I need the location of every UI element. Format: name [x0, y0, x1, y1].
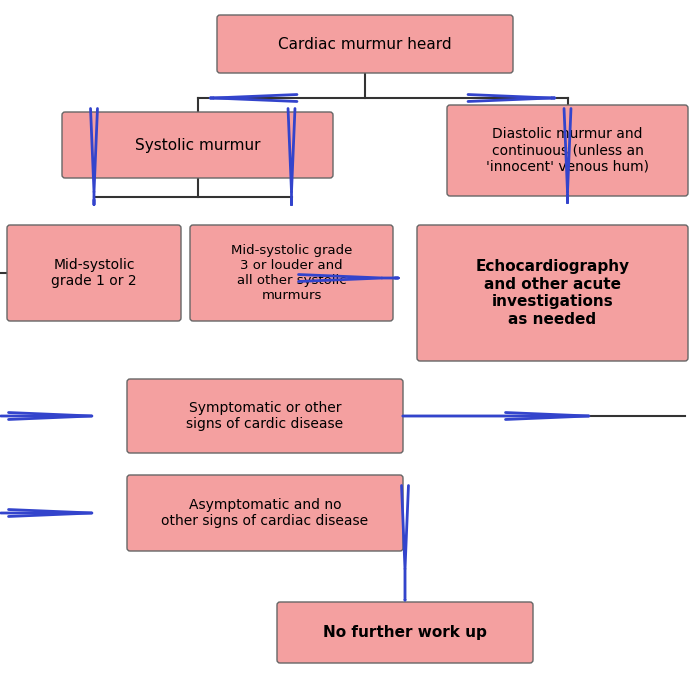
FancyBboxPatch shape — [217, 15, 513, 73]
Text: Cardiac murmur heard: Cardiac murmur heard — [278, 37, 452, 52]
Text: Asymptomatic and no
other signs of cardiac disease: Asymptomatic and no other signs of cardi… — [162, 498, 369, 528]
Text: Echocardiography
and other acute
investigations
as needed: Echocardiography and other acute investi… — [475, 259, 629, 327]
FancyBboxPatch shape — [62, 112, 333, 178]
Text: Symptomatic or other
signs of cardic disease: Symptomatic or other signs of cardic dis… — [186, 401, 344, 431]
FancyBboxPatch shape — [277, 602, 533, 663]
Text: Mid-systolic
grade 1 or 2: Mid-systolic grade 1 or 2 — [51, 258, 136, 288]
Text: Mid-systolic grade
3 or louder and
all other systolic
murmurs: Mid-systolic grade 3 or louder and all o… — [231, 244, 352, 302]
FancyBboxPatch shape — [417, 225, 688, 361]
FancyBboxPatch shape — [127, 475, 403, 551]
Text: No further work up: No further work up — [323, 625, 487, 640]
FancyBboxPatch shape — [190, 225, 393, 321]
Text: Diastolic murmur and
continuous (unless an
'innocent' venous hum): Diastolic murmur and continuous (unless … — [486, 127, 649, 173]
FancyBboxPatch shape — [7, 225, 181, 321]
FancyBboxPatch shape — [447, 105, 688, 196]
Text: Systolic murmur: Systolic murmur — [134, 138, 260, 153]
FancyBboxPatch shape — [127, 379, 403, 453]
